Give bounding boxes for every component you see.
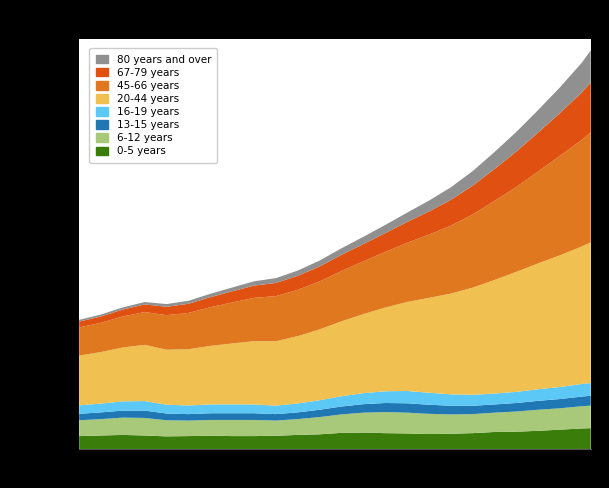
Legend: 80 years and over, 67-79 years, 45-66 years, 20-44 years, 16-19 years, 13-15 yea: 80 years and over, 67-79 years, 45-66 ye… [90,48,217,163]
